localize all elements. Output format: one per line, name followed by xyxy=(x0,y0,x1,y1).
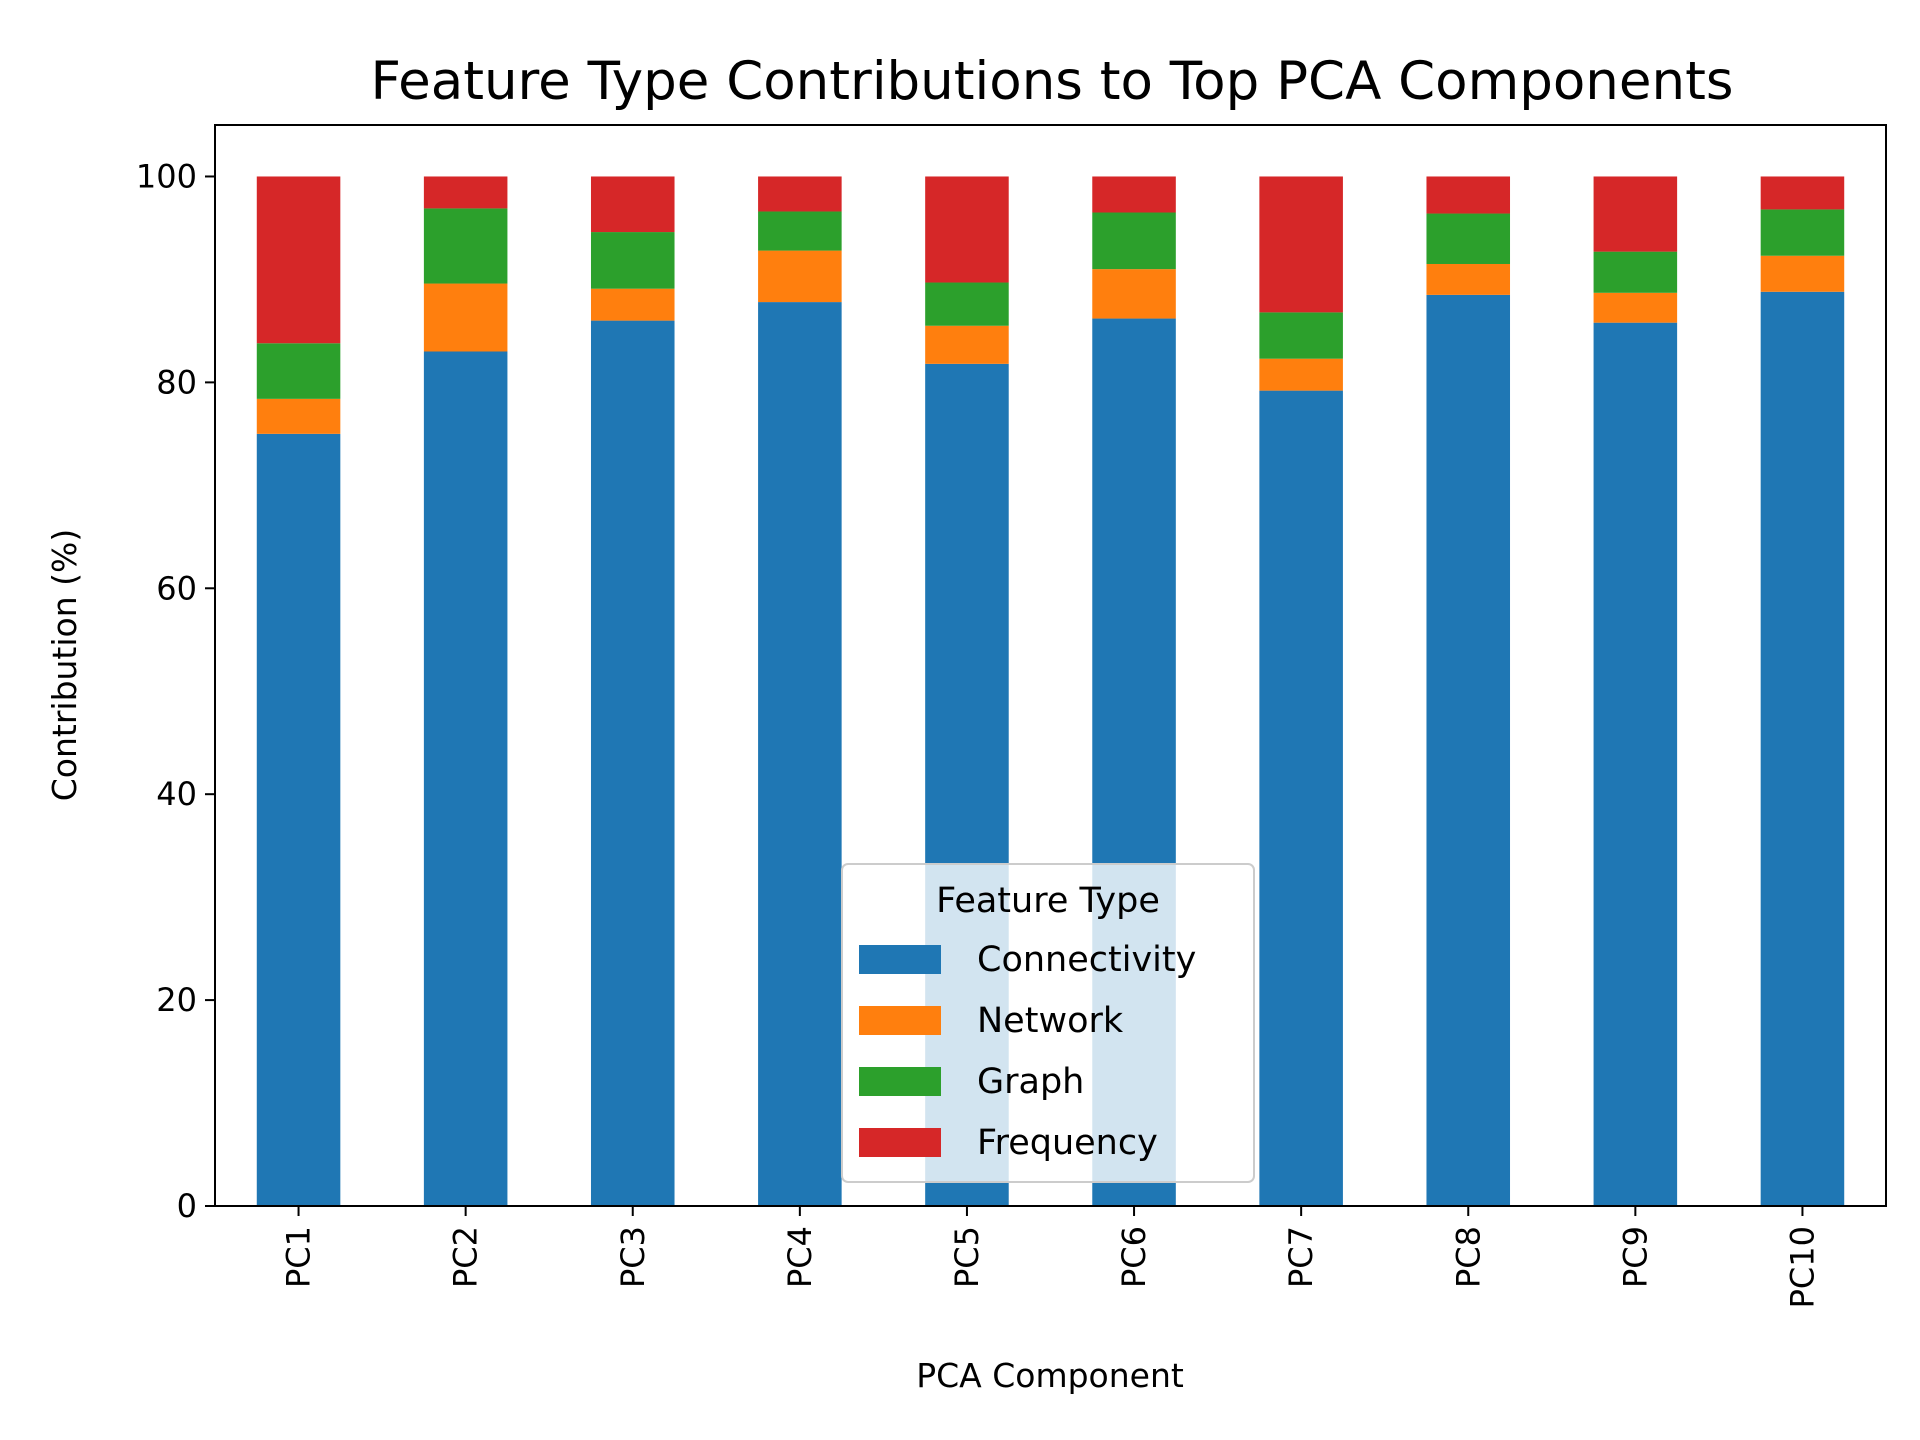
legend-title: Feature Type xyxy=(936,881,1160,921)
legend-label-connectivity: Connectivity xyxy=(977,940,1196,980)
y-tick-label: 20 xyxy=(156,981,197,1019)
bar-connectivity-pc10 xyxy=(1760,291,1845,1206)
axes-group: 0 20 40 60 80 100 PC1 PC2 PC3 PC4 PC5 PC6 PC7 PC8 PC9 P… xyxy=(136,124,1887,1308)
bar-graph-pc3 xyxy=(590,232,675,289)
bars-group xyxy=(256,176,1845,1207)
bar-network-pc4 xyxy=(758,250,842,303)
bar-frequency-pc10 xyxy=(1760,176,1845,210)
bar-frequency-pc1 xyxy=(256,176,341,344)
bar-network-pc7 xyxy=(1259,358,1343,391)
bar-network-pc8 xyxy=(1426,263,1511,295)
bar-network-pc2 xyxy=(423,283,508,352)
x-tick-label: PC8 xyxy=(1449,1226,1487,1288)
bar-frequency-pc6 xyxy=(1092,176,1176,213)
bar-graph-pc2 xyxy=(423,208,508,284)
y-tick-label: 60 xyxy=(156,569,197,607)
bar-network-pc6 xyxy=(1092,269,1176,319)
bar-frequency-pc7 xyxy=(1259,176,1343,313)
legend: Feature Type Connectivity Network Graph Freq… xyxy=(841,863,1255,1183)
x-axis-label: PCA Component xyxy=(916,1356,1184,1395)
bar-network-pc1 xyxy=(256,398,341,434)
plot-frame xyxy=(214,124,1887,1207)
bar-connectivity-pc1 xyxy=(256,433,341,1206)
bar-graph-pc7 xyxy=(1259,312,1343,359)
bar-frequency-pc4 xyxy=(758,176,842,212)
bar-graph-pc6 xyxy=(1092,212,1176,270)
y-tick-label: 40 xyxy=(156,775,197,813)
bar-connectivity-pc4 xyxy=(758,302,842,1207)
legend-swatch-graph xyxy=(859,1067,941,1096)
bar-network-pc3 xyxy=(590,288,675,321)
legend-box xyxy=(841,863,1255,1183)
bar-frequency-pc2 xyxy=(423,176,508,209)
y-tick-label: 0 xyxy=(177,1187,197,1225)
legend-label-frequency: Frequency xyxy=(977,1123,1158,1163)
x-tick-label: PC1 xyxy=(280,1226,318,1288)
x-tick-label: PC9 xyxy=(1616,1226,1654,1288)
bar-graph-pc4 xyxy=(758,211,842,251)
bar-graph-pc1 xyxy=(256,343,341,399)
bar-graph-pc10 xyxy=(1760,209,1845,256)
legend-swatch-frequency xyxy=(859,1128,941,1157)
bar-connectivity-pc2 xyxy=(423,351,508,1206)
x-tick-label: PC2 xyxy=(447,1226,485,1288)
bar-network-pc9 xyxy=(1593,292,1678,323)
x-tick-label: PC3 xyxy=(614,1226,652,1288)
legend-swatch-network xyxy=(859,1006,941,1035)
bar-frequency-pc8 xyxy=(1426,176,1511,214)
legend-label-graph: Graph xyxy=(977,1062,1084,1102)
bar-frequency-pc3 xyxy=(590,176,675,233)
bar-graph-pc5 xyxy=(925,282,1009,326)
legend-label-network: Network xyxy=(977,1001,1124,1041)
bar-frequency-pc9 xyxy=(1593,176,1678,252)
legend-swatch-connectivity xyxy=(859,945,941,974)
x-tick-label: PC10 xyxy=(1783,1226,1821,1308)
bar-network-pc10 xyxy=(1760,255,1845,292)
y-tick-label: 100 xyxy=(136,157,197,195)
y-tick-label: 80 xyxy=(156,363,197,401)
bar-connectivity-pc8 xyxy=(1426,294,1511,1206)
x-tick-label: PC7 xyxy=(1282,1226,1320,1288)
x-tick-label: PC5 xyxy=(948,1226,986,1288)
x-tick-label: PC4 xyxy=(781,1226,819,1288)
bar-graph-pc8 xyxy=(1426,213,1511,264)
bar-graph-pc9 xyxy=(1593,251,1678,293)
bar-network-pc5 xyxy=(925,325,1009,364)
y-axis-label: Contribution (%) xyxy=(45,529,84,802)
bar-connectivity-pc9 xyxy=(1593,322,1678,1206)
chart-title: Feature Type Contributions to Top PCA Co… xyxy=(371,51,1734,112)
bar-connectivity-pc3 xyxy=(590,320,675,1206)
x-tick-label: PC6 xyxy=(1115,1226,1153,1288)
bar-frequency-pc5 xyxy=(925,176,1009,283)
bar-connectivity-pc7 xyxy=(1259,390,1343,1206)
